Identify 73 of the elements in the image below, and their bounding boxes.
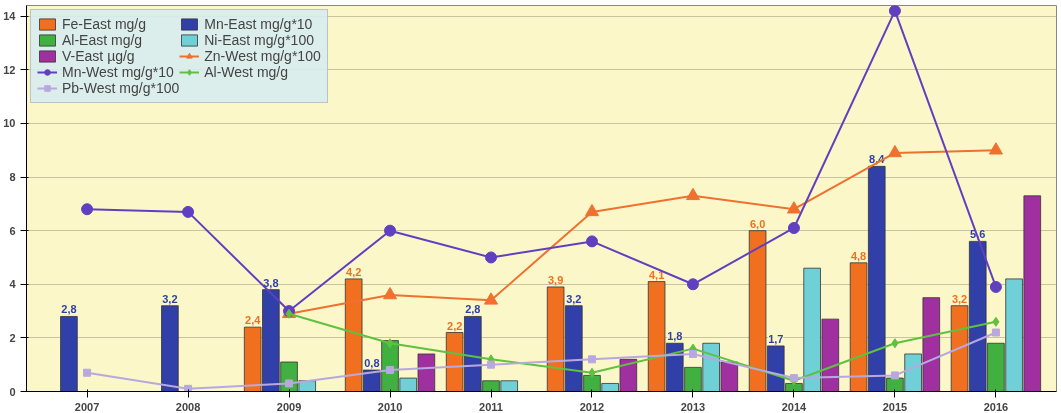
data-label: 2,8 <box>61 303 77 316</box>
y-tick-label: 0 <box>9 385 16 398</box>
data-label: 3,2 <box>951 292 968 305</box>
point <box>989 280 1002 293</box>
y-tick-label: 6 <box>9 224 16 237</box>
point <box>587 355 596 364</box>
legend-label: Al-East mg/g <box>62 32 143 48</box>
point <box>786 201 801 214</box>
point <box>887 144 902 158</box>
point <box>383 286 398 300</box>
data-label: 4,1 <box>648 268 665 281</box>
point <box>484 292 499 305</box>
y-tick-label: 2 <box>9 331 16 344</box>
point <box>386 338 394 349</box>
x-tick-label: 2007 <box>74 400 100 413</box>
point <box>485 251 498 264</box>
data-label: 3,9 <box>547 273 564 286</box>
legend-label: V-East µg/g <box>62 48 135 64</box>
y-tick-label: 4 <box>9 278 17 291</box>
legend-label: Al-West mg/g <box>204 64 289 80</box>
x-tick-label: 2011 <box>479 400 503 413</box>
data-label: 0,8 <box>364 357 380 370</box>
legend-label: Pb-West mg/g*100 <box>62 80 180 96</box>
data-label: 6,0 <box>749 217 766 230</box>
legend-label: Ni-East mg/g*100 <box>204 32 314 48</box>
point <box>988 142 1003 155</box>
data-label: 1,7 <box>768 332 784 345</box>
legend-label: Fe-East mg/g <box>62 16 147 32</box>
point <box>584 203 599 217</box>
x-tick-label: 2012 <box>579 400 605 413</box>
y-tick-label: 8 <box>9 171 16 184</box>
point <box>688 349 697 358</box>
data-label: 4,2 <box>346 265 362 278</box>
point <box>285 379 294 388</box>
data-label: 4,8 <box>850 249 867 262</box>
point <box>386 366 395 375</box>
x-tick-label: 2008 <box>175 400 201 413</box>
x-tick-label: 2014 <box>781 400 808 413</box>
point <box>787 222 800 234</box>
point <box>83 368 92 377</box>
x-tick-label: 2016 <box>983 400 1009 413</box>
point <box>182 205 195 218</box>
point <box>686 278 699 291</box>
x-tick-label: 2010 <box>377 400 403 413</box>
point <box>991 328 1000 337</box>
point <box>585 235 598 248</box>
point <box>888 5 901 17</box>
data-label: 3,8 <box>263 276 279 289</box>
y-tick-label: 14 <box>3 10 17 23</box>
data-label: 1,8 <box>667 330 683 343</box>
y-tick-label: 10 <box>3 117 16 130</box>
data-label: 3,2 <box>162 292 178 305</box>
point <box>891 338 899 349</box>
data-label: 2,8 <box>465 303 481 316</box>
data-label: 2,4 <box>245 314 262 327</box>
point <box>890 371 899 380</box>
point <box>992 316 1000 327</box>
point <box>81 203 94 216</box>
legend-label: Zn-West mg/g*100 <box>204 48 321 64</box>
bar <box>161 305 179 392</box>
x-tick-label: 2015 <box>882 400 908 413</box>
y-tick-label: 12 <box>3 63 16 76</box>
point <box>685 187 700 201</box>
legend-label: Mn-East mg/g*10 <box>204 16 313 32</box>
x-tick-label: 2009 <box>276 400 302 413</box>
data-label: 3,2 <box>566 292 582 305</box>
bar <box>60 316 78 392</box>
x-tick-label: 2013 <box>680 400 706 413</box>
point <box>588 367 596 378</box>
point <box>384 224 397 237</box>
data-label: 2,2 <box>447 319 463 332</box>
legend-label: Mn-West mg/g*10 <box>62 64 174 80</box>
point <box>487 360 496 369</box>
